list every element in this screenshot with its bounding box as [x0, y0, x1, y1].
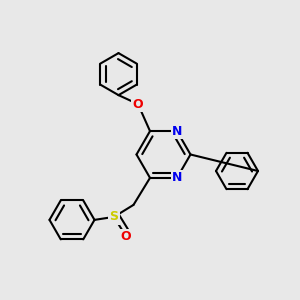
Text: O: O — [133, 98, 143, 111]
Text: N: N — [172, 171, 182, 184]
Text: S: S — [110, 210, 118, 224]
Text: N: N — [172, 124, 182, 138]
Text: O: O — [121, 230, 131, 243]
